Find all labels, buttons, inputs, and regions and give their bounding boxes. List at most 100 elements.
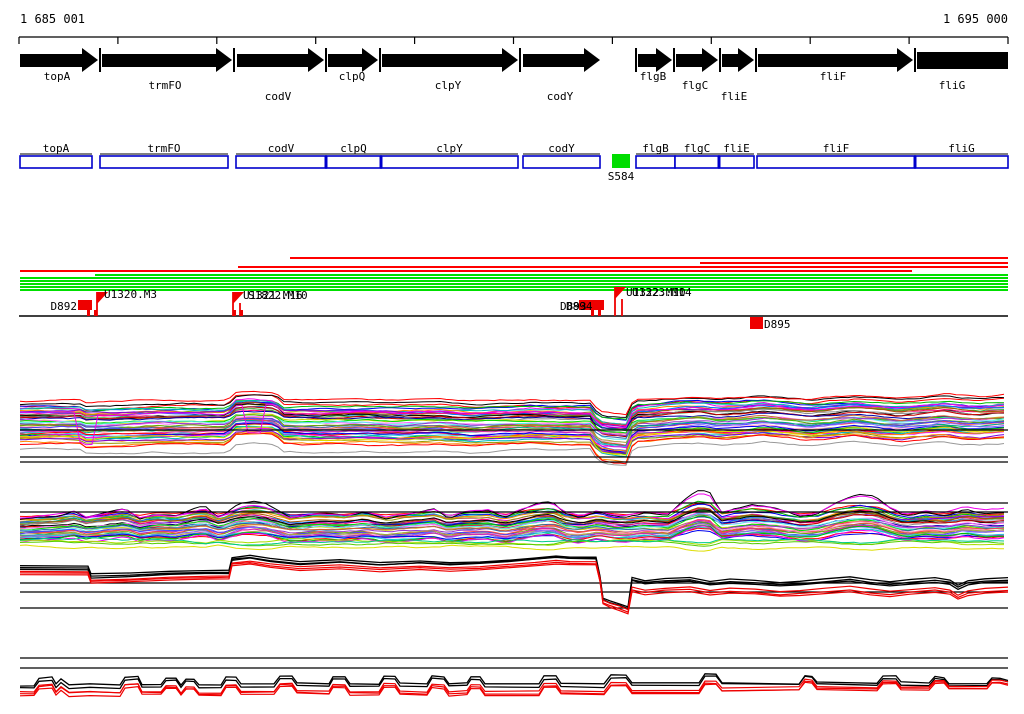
gene-box-flgC[interactable] xyxy=(674,155,720,169)
marker-flag-pennant[interactable] xyxy=(233,292,244,304)
box-label-clpY: clpY xyxy=(436,142,463,155)
gene-arrow-clpQ[interactable] xyxy=(328,54,363,67)
signal-line xyxy=(19,525,1005,544)
signal-line xyxy=(19,681,1009,698)
box-label-codV: codV xyxy=(268,142,295,155)
marker-label-D893[interactable]: D893 xyxy=(560,300,587,313)
marker-tick[interactable] xyxy=(240,310,243,316)
coordinate-end: 1 695 000 xyxy=(942,12,1008,26)
signal-line xyxy=(19,518,1005,537)
box-junction xyxy=(717,156,721,168)
signal-line xyxy=(19,403,1005,446)
gene-arrowhead-codY[interactable] xyxy=(584,48,600,72)
gene-box-topA[interactable] xyxy=(19,155,93,169)
marker-flag-pennant[interactable] xyxy=(97,292,108,304)
gene-label-clpQ: clpQ xyxy=(339,70,366,83)
gene-label-fliE: fliE xyxy=(721,90,748,103)
gene-box-clpY[interactable] xyxy=(380,155,519,169)
marker-box[interactable] xyxy=(579,300,604,310)
box-junction xyxy=(913,156,917,168)
gene-box-codY[interactable] xyxy=(522,155,601,169)
gene-arrow-fliF[interactable] xyxy=(758,54,898,67)
gene-arrowhead-codV[interactable] xyxy=(308,48,324,72)
box-label-codY: codY xyxy=(548,142,575,155)
gene-arrow-clpY[interactable] xyxy=(382,54,503,67)
gene-arrow-flgC[interactable] xyxy=(676,54,703,67)
box-label-topA: topA xyxy=(43,142,70,155)
signal-line xyxy=(19,515,1005,532)
signal-line xyxy=(19,561,1009,613)
signal-line xyxy=(19,432,1005,454)
gene-arrowhead-clpQ[interactable] xyxy=(362,48,378,72)
signal-line xyxy=(19,522,1005,534)
ruler xyxy=(18,36,1009,44)
gene-box-trmFO[interactable] xyxy=(99,155,229,169)
marker-tick[interactable] xyxy=(87,310,90,316)
gene-arrowhead-trmFO[interactable] xyxy=(216,48,232,72)
signal-line xyxy=(19,675,1009,690)
box-label-fliG: fliG xyxy=(948,142,975,155)
coverage-track-bottom xyxy=(19,657,1009,698)
box-label-flgB: flgB xyxy=(642,142,669,155)
marker-flag-pennant[interactable] xyxy=(615,287,626,299)
feature-box-S584[interactable] xyxy=(612,154,630,168)
gene-label-flgB: flgB xyxy=(640,70,667,83)
signal-line xyxy=(19,544,1005,552)
gene-arrowhead-topA[interactable] xyxy=(82,48,98,72)
gene-box-fliG[interactable] xyxy=(914,155,1009,169)
gene-arrow-codV[interactable] xyxy=(237,54,309,67)
gene-arrowhead-fliE[interactable] xyxy=(738,48,754,72)
gene-arrowhead-fliF[interactable] xyxy=(897,48,913,72)
gene-arrowhead-flgC[interactable] xyxy=(702,48,718,72)
marker-label-U1322.M10[interactable]: U1322.M10 xyxy=(626,286,686,299)
signal-line xyxy=(19,414,1005,446)
coverage-track-mid xyxy=(19,554,1009,615)
gene-box-flgB[interactable] xyxy=(635,155,676,169)
gene-label-trmFO: trmFO xyxy=(148,79,181,92)
marker-label-D892[interactable]: D892 xyxy=(51,300,78,313)
signal-line xyxy=(19,430,1005,455)
gene-arrowhead-flgB[interactable] xyxy=(656,48,672,72)
box-label-flgC: flgC xyxy=(684,142,711,155)
signal-line xyxy=(19,390,1005,416)
signal-line xyxy=(19,554,1009,608)
gene-box-fliE[interactable] xyxy=(718,155,755,169)
gene-label-clpY: clpY xyxy=(435,79,462,92)
gene-arrow-trmFO[interactable] xyxy=(102,54,217,67)
gene-box-codV[interactable] xyxy=(235,155,327,169)
marker-label-U1321.M16[interactable]: U1321.M16 xyxy=(243,289,303,302)
signal-line xyxy=(19,417,1005,437)
marker-label-U1323.M14[interactable]: U1323.M14 xyxy=(632,286,692,299)
annotation-box-track xyxy=(19,153,1009,169)
marker-box[interactable] xyxy=(78,300,92,310)
signal-line xyxy=(19,529,1005,543)
gene-box-clpQ[interactable] xyxy=(325,155,382,169)
gene-arrow-codY[interactable] xyxy=(523,54,585,67)
gene-arrow-fliE[interactable] xyxy=(722,54,739,67)
signal-line xyxy=(19,539,1005,547)
gene-arrow-fliG[interactable] xyxy=(917,52,1008,69)
marker-label-U1320.M3[interactable]: U1320.M3 xyxy=(104,288,157,301)
gene-arrow-topA[interactable] xyxy=(20,54,83,67)
marker-tick[interactable] xyxy=(598,310,601,316)
box-label-trmFO: trmFO xyxy=(147,142,180,155)
expression-band-upper xyxy=(19,390,1008,466)
marker-label-D894[interactable]: D894 xyxy=(566,300,593,313)
signal-line xyxy=(19,673,1009,687)
marker-track xyxy=(19,287,1008,329)
marker-box[interactable] xyxy=(750,317,763,329)
signal-line xyxy=(19,559,1009,611)
marker-tick[interactable] xyxy=(94,310,97,316)
gene-label-fliF: fliF xyxy=(820,70,847,83)
gene-arrowhead-clpY[interactable] xyxy=(502,48,518,72)
signal-line xyxy=(19,399,1005,420)
gene-box-fliF[interactable] xyxy=(756,155,916,169)
marker-tick[interactable] xyxy=(591,310,594,316)
marker-tick[interactable] xyxy=(233,310,236,316)
signal-line xyxy=(19,563,1009,615)
marker-label-S1822.M10[interactable]: S1822.M10 xyxy=(248,289,308,302)
marker-label-D895[interactable]: D895 xyxy=(764,318,791,331)
gene-arrow-flgB[interactable] xyxy=(638,54,657,67)
signal-line xyxy=(19,440,1005,466)
